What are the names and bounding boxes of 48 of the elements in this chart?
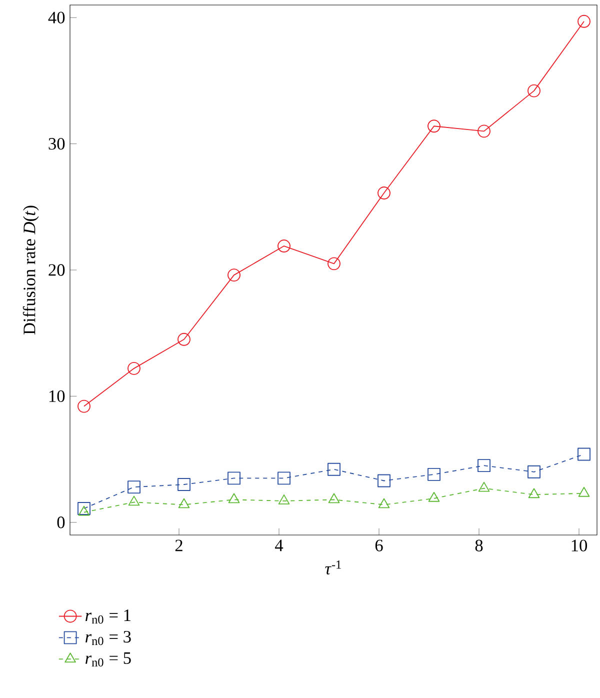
legend-label: r$_{n0}$ = 1 <box>86 610 130 624</box>
y-tick-label: 0 <box>57 516 65 528</box>
point <box>528 488 540 498</box>
point <box>278 494 290 504</box>
point <box>578 448 590 461</box>
point <box>278 240 290 252</box>
point <box>378 186 390 200</box>
legend-label: r$_{n0}$ = 5 <box>86 652 131 666</box>
point <box>78 400 90 413</box>
x-tick-label: 2 <box>175 540 182 552</box>
point <box>378 474 390 488</box>
x-tick-label: 6 <box>375 540 383 552</box>
point <box>428 468 440 481</box>
point <box>228 268 240 282</box>
point <box>578 14 590 28</box>
point <box>328 462 340 476</box>
point <box>228 493 240 504</box>
x-tick-label: 8 <box>475 540 483 552</box>
point <box>378 498 390 508</box>
point <box>178 498 190 508</box>
x-tick-label: 10 <box>572 540 588 552</box>
point <box>278 472 290 485</box>
y-tick-label: 10 <box>49 390 65 402</box>
point <box>478 124 490 138</box>
point <box>528 84 540 98</box>
y-axis-title: Diffusion rate D(t) <box>22 206 39 334</box>
point <box>428 492 440 502</box>
x-tick-label: 4 <box>275 540 284 552</box>
point <box>78 502 90 515</box>
x-axis-title: τ$^{-1}$ <box>325 560 341 575</box>
point <box>428 120 440 133</box>
point <box>328 493 340 504</box>
point <box>128 496 140 506</box>
point <box>78 506 90 516</box>
point <box>128 362 140 375</box>
point <box>478 482 490 492</box>
point <box>578 486 590 497</box>
point <box>178 332 190 346</box>
point <box>178 478 190 491</box>
point <box>328 257 340 270</box>
point <box>228 472 240 485</box>
point <box>128 480 140 494</box>
y-tick-label: 30 <box>48 138 65 150</box>
point <box>478 459 490 472</box>
y-tick-label: 20 <box>48 264 65 276</box>
legend-label: r$_{n0}$ = 3 <box>86 630 131 646</box>
point <box>528 465 540 478</box>
y-tick-label: 40 <box>48 12 65 24</box>
